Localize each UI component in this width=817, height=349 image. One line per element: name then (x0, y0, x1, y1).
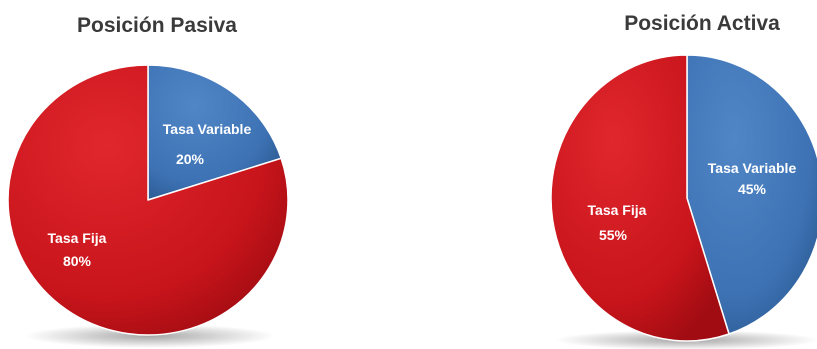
slice-value-pasiva-variable: 20% (176, 151, 205, 167)
slice-name-activa-fija: Tasa Fija (588, 202, 647, 218)
pie-slice-pasiva-fija (7, 64, 289, 336)
slice-name-pasiva-fija: Tasa Fija (48, 230, 107, 246)
pie-chart-activa: Posición Activa Tasa Variable 45% Tasa F… (550, 12, 817, 349)
slice-value-pasiva-fija: 80% (63, 253, 92, 269)
chart-title-pasiva: Posición Pasiva (77, 14, 237, 37)
pie-slice-activa-fija (550, 54, 730, 342)
slice-name-pasiva-variable: Tasa Variable (163, 121, 252, 137)
slice-name-activa-variable: Tasa Variable (708, 160, 797, 176)
pie-shadow-pasiva (25, 324, 275, 348)
pie-slice-activa-variable (686, 54, 817, 335)
slice-value-activa-fija: 55% (599, 227, 628, 243)
pie-slice-pasiva-variable (147, 64, 282, 201)
slice-value-activa-variable: 45% (738, 181, 767, 197)
pie-chart-pasiva: Posición Pasiva Tasa Variable 20% Tasa F… (7, 14, 289, 348)
chart-title-activa: Posición Activa (624, 12, 780, 35)
